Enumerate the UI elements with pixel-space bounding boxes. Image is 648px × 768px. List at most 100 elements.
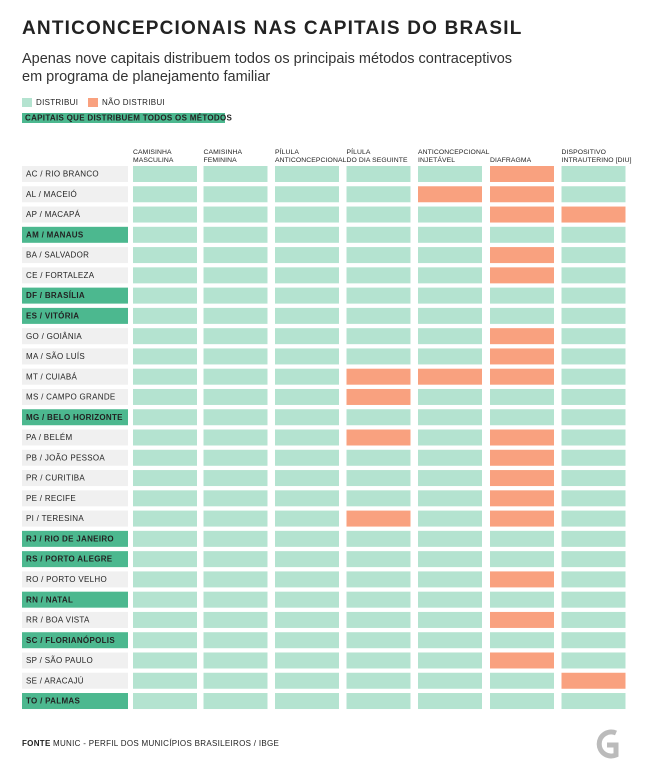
cell xyxy=(203,388,268,405)
row-label-bg xyxy=(22,328,128,345)
cell xyxy=(561,409,626,426)
cell xyxy=(275,368,339,385)
cell xyxy=(418,530,482,547)
legend-highlight xyxy=(22,113,225,123)
column-header: INJETÁVEL xyxy=(418,155,455,164)
cell xyxy=(561,226,626,243)
cell xyxy=(346,470,411,487)
cell xyxy=(490,530,554,547)
cell xyxy=(275,591,339,608)
cell xyxy=(275,510,339,527)
cell xyxy=(418,368,482,385)
legend-swatch xyxy=(88,98,98,107)
row-label-bg xyxy=(22,449,128,466)
cell xyxy=(346,247,411,264)
cell xyxy=(133,470,197,487)
row-label: AL / MACEIÓ xyxy=(26,190,77,199)
cell xyxy=(275,429,339,446)
row-label-bg xyxy=(22,429,128,446)
row-label-bg xyxy=(22,206,128,223)
cell xyxy=(418,388,482,405)
cell xyxy=(275,470,339,487)
cell xyxy=(203,247,268,264)
cell xyxy=(346,287,411,304)
column-header: DIAFRAGMA xyxy=(490,157,532,164)
cell xyxy=(418,510,482,527)
cell xyxy=(490,551,554,568)
row-label-bg xyxy=(22,226,128,243)
row-label-bg xyxy=(22,551,128,568)
cell xyxy=(490,328,554,345)
cell xyxy=(133,307,197,324)
row-label-bg xyxy=(22,571,128,588)
cell xyxy=(346,226,411,243)
cell xyxy=(490,571,554,588)
row-label-bg xyxy=(22,693,128,710)
cell xyxy=(346,307,411,324)
cell xyxy=(561,611,626,628)
cell xyxy=(346,530,411,547)
cell xyxy=(561,672,626,689)
source: MUNIC - PERFIL DOS MUNICÍPIOS BRASILEIRO… xyxy=(53,739,279,748)
cell xyxy=(203,530,268,547)
legend-swatch xyxy=(22,98,32,107)
cell xyxy=(418,247,482,264)
cell xyxy=(133,328,197,345)
cell xyxy=(133,632,197,649)
cell xyxy=(490,186,554,203)
cell xyxy=(418,226,482,243)
cell xyxy=(275,652,339,669)
cell xyxy=(133,166,197,182)
cell xyxy=(346,490,411,507)
cell xyxy=(490,591,554,608)
cell xyxy=(346,206,411,223)
row-label: SP / SÃO PAULO xyxy=(26,656,93,665)
row-label: MA / SÃO LUÍS xyxy=(26,352,85,361)
row-label: MS / CAMPO GRANDE xyxy=(26,393,116,402)
cell xyxy=(133,287,197,304)
row-label: PB / JOÃO PESSOA xyxy=(26,453,105,462)
cell xyxy=(418,449,482,466)
cell xyxy=(203,307,268,324)
cell xyxy=(203,368,268,385)
cell xyxy=(561,510,626,527)
row-label: ES / VITÓRIA xyxy=(26,311,79,320)
row-label: MG / BELO HORIZONTE xyxy=(26,413,123,422)
cell xyxy=(133,409,197,426)
column-header: ANTICONCEPCIONAL xyxy=(275,157,347,164)
cell xyxy=(203,429,268,446)
row-label: GO / GOIÂNIA xyxy=(26,332,82,341)
cell xyxy=(133,388,197,405)
column-header: FEMININA xyxy=(204,157,238,164)
cell xyxy=(490,287,554,304)
cell xyxy=(490,348,554,365)
cell xyxy=(203,693,268,710)
cell xyxy=(490,247,554,264)
cell xyxy=(490,206,554,223)
cell xyxy=(418,470,482,487)
cell xyxy=(203,226,268,243)
row-label: BA / SALVADOR xyxy=(26,251,89,260)
row-label: TO / PALMAS xyxy=(26,697,80,706)
cell xyxy=(418,429,482,446)
cell xyxy=(275,632,339,649)
column-header: DISPOSITIVO xyxy=(562,149,607,156)
cell xyxy=(561,186,626,203)
cell xyxy=(561,591,626,608)
cell xyxy=(203,206,268,223)
cell xyxy=(346,551,411,568)
cell xyxy=(203,287,268,304)
cell xyxy=(346,693,411,710)
cell xyxy=(490,611,554,628)
row-label-bg xyxy=(22,388,128,405)
cell xyxy=(561,693,626,710)
legend-label: NÃO DISTRIBUI xyxy=(102,98,165,107)
cell xyxy=(561,368,626,385)
cell xyxy=(346,166,411,182)
cell xyxy=(346,267,411,284)
cell xyxy=(133,571,197,588)
cell xyxy=(346,328,411,345)
cell xyxy=(275,409,339,426)
cell xyxy=(133,672,197,689)
cell xyxy=(203,652,268,669)
